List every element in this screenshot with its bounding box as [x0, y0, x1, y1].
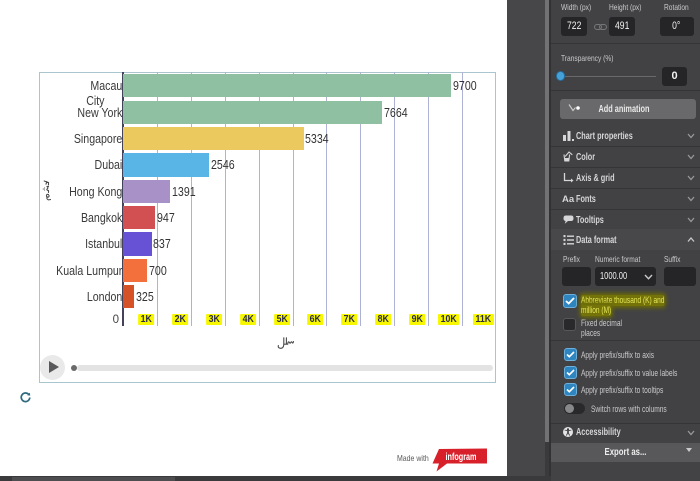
svg-text:infogram: infogram [446, 452, 477, 463]
